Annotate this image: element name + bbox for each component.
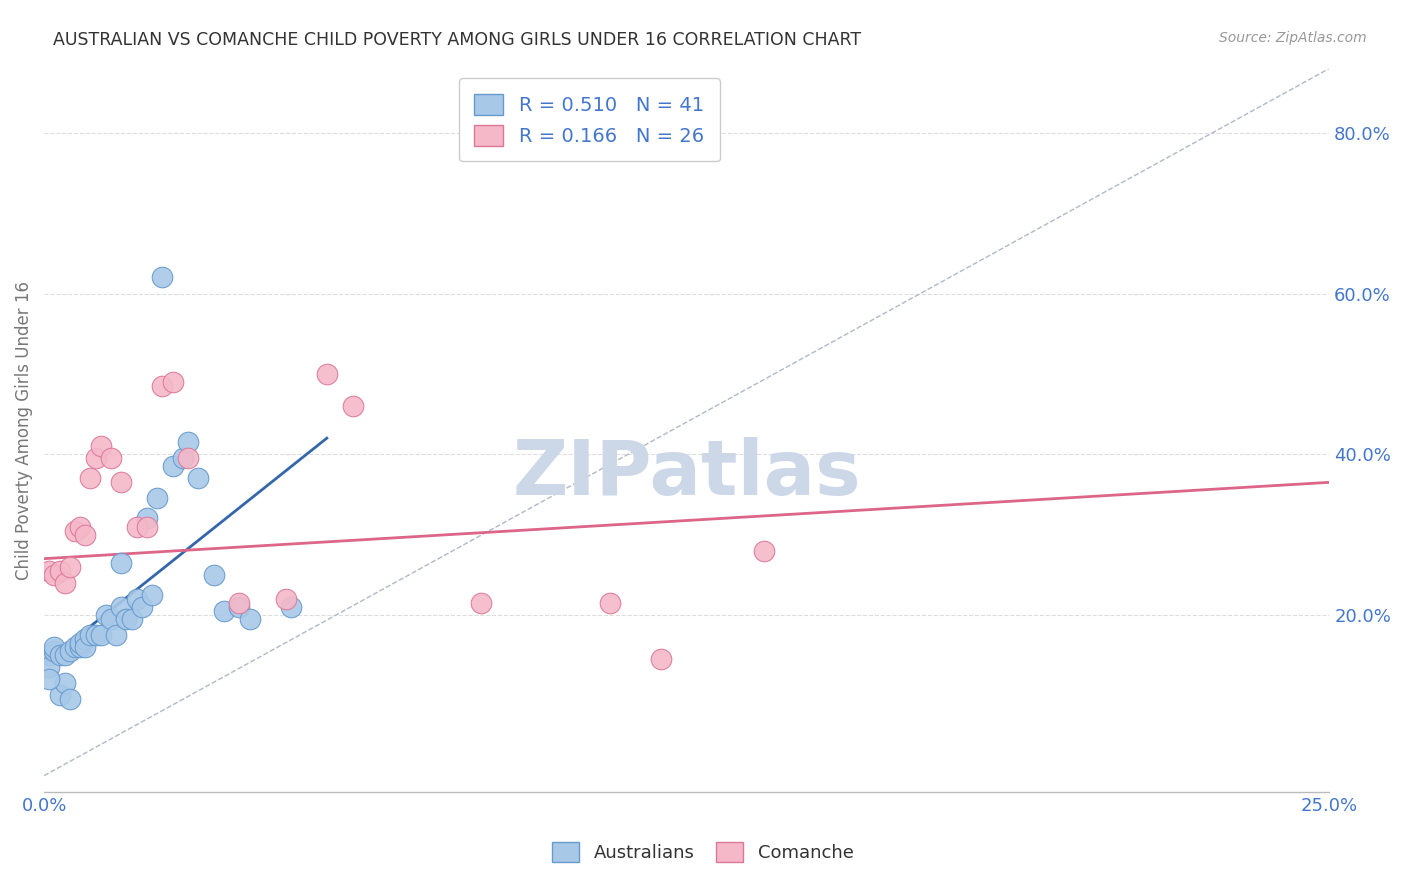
Legend: R = 0.510   N = 41, R = 0.166   N = 26: R = 0.510 N = 41, R = 0.166 N = 26	[458, 78, 720, 161]
Point	[110, 556, 132, 570]
Point	[69, 519, 91, 533]
Point	[110, 599, 132, 614]
Point	[63, 524, 86, 538]
Point	[79, 471, 101, 485]
Point	[100, 612, 122, 626]
Point	[150, 270, 173, 285]
Point	[125, 591, 148, 606]
Point	[228, 596, 250, 610]
Point	[105, 628, 128, 642]
Point	[212, 604, 235, 618]
Point	[48, 564, 70, 578]
Point	[75, 527, 97, 541]
Point	[187, 471, 209, 485]
Point	[131, 599, 153, 614]
Point	[75, 640, 97, 654]
Point	[63, 640, 86, 654]
Point	[44, 567, 66, 582]
Point	[110, 475, 132, 490]
Point	[315, 367, 337, 381]
Point	[274, 591, 297, 606]
Point	[38, 648, 60, 662]
Point	[141, 588, 163, 602]
Point	[162, 459, 184, 474]
Point	[150, 379, 173, 393]
Point	[90, 439, 112, 453]
Point	[100, 451, 122, 466]
Text: ZIPatlas: ZIPatlas	[512, 436, 860, 510]
Point	[146, 491, 169, 506]
Point	[94, 607, 117, 622]
Point	[38, 660, 60, 674]
Point	[59, 644, 82, 658]
Point	[280, 599, 302, 614]
Text: Source: ZipAtlas.com: Source: ZipAtlas.com	[1219, 31, 1367, 45]
Point	[69, 636, 91, 650]
Y-axis label: Child Poverty Among Girls Under 16: Child Poverty Among Girls Under 16	[15, 281, 32, 580]
Point	[75, 632, 97, 646]
Point	[44, 644, 66, 658]
Point	[202, 567, 225, 582]
Point	[162, 375, 184, 389]
Point	[228, 599, 250, 614]
Point	[84, 451, 107, 466]
Point	[48, 688, 70, 702]
Point	[752, 543, 775, 558]
Point	[38, 672, 60, 686]
Point	[53, 575, 76, 590]
Point	[125, 519, 148, 533]
Point	[342, 399, 364, 413]
Point	[79, 628, 101, 642]
Legend: Australians, Comanche: Australians, Comanche	[546, 835, 860, 870]
Point	[650, 652, 672, 666]
Point	[177, 451, 200, 466]
Point	[470, 596, 492, 610]
Point	[121, 612, 143, 626]
Point	[53, 648, 76, 662]
Text: AUSTRALIAN VS COMANCHE CHILD POVERTY AMONG GIRLS UNDER 16 CORRELATION CHART: AUSTRALIAN VS COMANCHE CHILD POVERTY AMO…	[53, 31, 862, 49]
Point	[38, 564, 60, 578]
Point	[239, 612, 262, 626]
Point	[59, 692, 82, 706]
Point	[69, 640, 91, 654]
Point	[48, 648, 70, 662]
Point	[90, 628, 112, 642]
Point	[135, 511, 157, 525]
Point	[172, 451, 194, 466]
Point	[44, 640, 66, 654]
Point	[84, 628, 107, 642]
Point	[599, 596, 621, 610]
Point	[177, 435, 200, 450]
Point	[59, 559, 82, 574]
Point	[115, 612, 138, 626]
Point	[135, 519, 157, 533]
Point	[53, 676, 76, 690]
